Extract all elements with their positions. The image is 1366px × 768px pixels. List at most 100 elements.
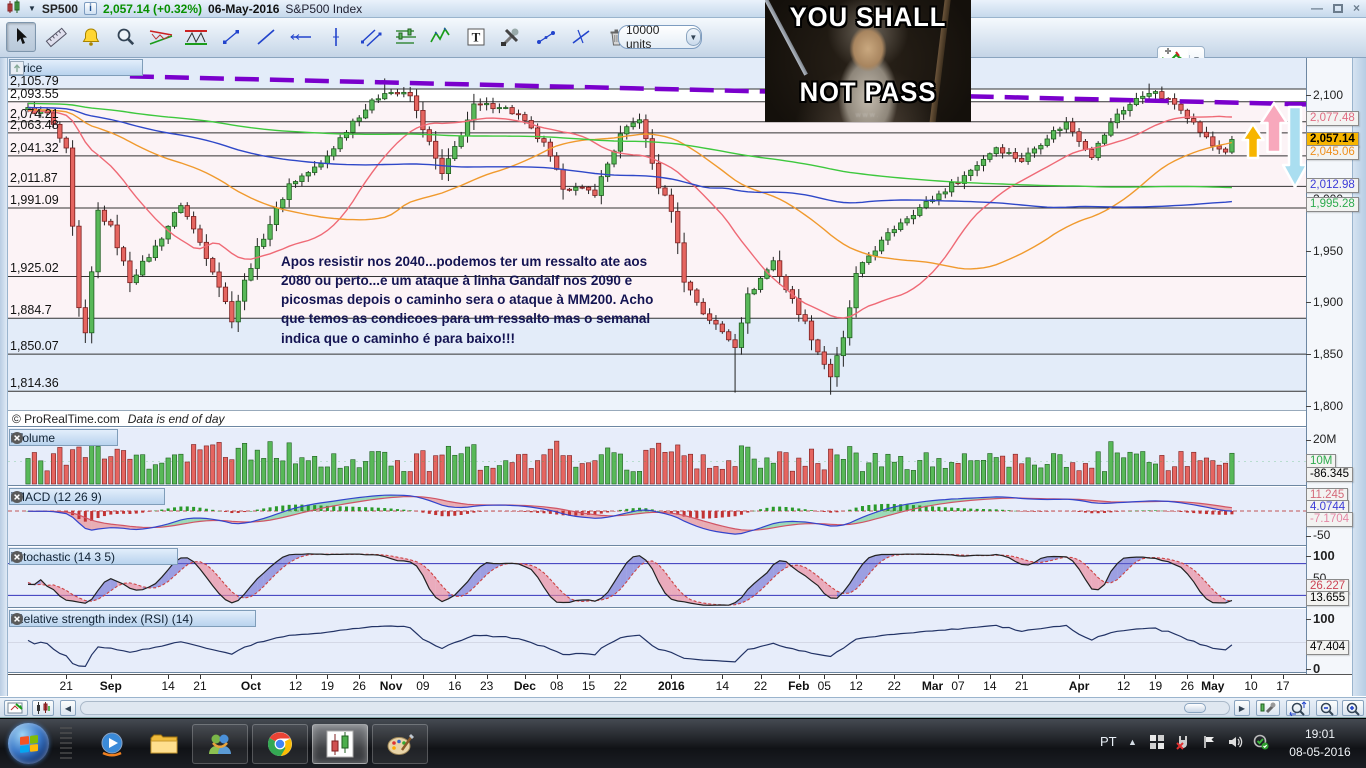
- zoom-out-icon[interactable]: [1316, 700, 1338, 716]
- macd-value-tag: -7.1704: [1306, 512, 1354, 527]
- instrument-candles-icon[interactable]: [6, 0, 22, 17]
- time-axis-label: 2016: [658, 679, 685, 693]
- time-axis-tick: [295, 675, 297, 679]
- taskbar-app-chrome[interactable]: [252, 724, 308, 764]
- zoom-in-icon[interactable]: [1342, 700, 1364, 716]
- axis-tick: [1306, 302, 1311, 304]
- stochastic-pane[interactable]: [8, 547, 1306, 608]
- time-axis-tick: [722, 675, 724, 679]
- minimize-button[interactable]: —: [1310, 1, 1323, 15]
- move-pane-up-icon[interactable]: [10, 60, 137, 75]
- segment-points-tool[interactable]: [531, 22, 561, 52]
- info-icon[interactable]: i: [83, 2, 97, 15]
- pattern-wedge-tool[interactable]: [146, 22, 176, 52]
- time-axis-label: 14: [983, 679, 997, 693]
- time-axis-label: 09: [416, 679, 430, 693]
- macd-pane[interactable]: [8, 487, 1306, 546]
- time-axis-label: Feb: [788, 679, 810, 693]
- close-icon[interactable]: [11, 489, 159, 504]
- detach-window-icon[interactable]: [11, 430, 93, 445]
- time-axis-tick: [1212, 675, 1214, 679]
- horizontal-segment-tool[interactable]: [286, 22, 316, 52]
- close-icon[interactable]: [11, 611, 250, 626]
- trend-line-tool[interactable]: [251, 22, 281, 52]
- zigzag-tool[interactable]: [426, 22, 456, 52]
- drawing-settings-tool[interactable]: [496, 22, 526, 52]
- time-axis-label: 14: [715, 679, 730, 693]
- taskbar-app-media-player[interactable]: [88, 724, 136, 764]
- price-axis-label: 2,100: [1313, 88, 1344, 102]
- taskbar-app-messenger[interactable]: [192, 724, 248, 764]
- wrench-icon[interactable]: [12, 489, 121, 504]
- cross-line-tool[interactable]: [566, 22, 596, 52]
- vertical-line-tool[interactable]: [321, 22, 351, 52]
- close-icon[interactable]: [11, 60, 99, 75]
- chevron-down-icon[interactable]: ▼: [685, 28, 701, 46]
- chart-settings-icon[interactable]: [1256, 700, 1280, 716]
- scrollbar-handle[interactable]: [1184, 703, 1206, 713]
- price-chart-canvas[interactable]: [0, 58, 1366, 410]
- fibonacci-levels-tool[interactable]: [391, 22, 421, 52]
- scroll-right-button[interactable]: ▶: [1234, 700, 1250, 716]
- volume-pane[interactable]: [8, 428, 1306, 486]
- wrench-icon[interactable]: [12, 611, 212, 626]
- cursor-tool[interactable]: [6, 22, 36, 52]
- wrench-icon[interactable]: [12, 430, 74, 445]
- macd-value-tag: 4.0744: [1306, 500, 1350, 515]
- restore-button[interactable]: [1332, 4, 1343, 13]
- parallel-lines-tool[interactable]: [356, 22, 386, 52]
- time-axis-label: Dec: [513, 679, 536, 693]
- tray-power-error-icon[interactable]: [1174, 732, 1192, 752]
- start-button[interactable]: [8, 723, 49, 764]
- zoom-tool[interactable]: [111, 22, 141, 52]
- instrument-dropdown-icon[interactable]: ▼: [28, 4, 36, 13]
- right-border-strip[interactable]: [1352, 58, 1366, 696]
- detach-window-icon[interactable]: [11, 549, 153, 564]
- chart-style-button[interactable]: [32, 700, 54, 716]
- time-scrollbar[interactable]: [80, 701, 1230, 715]
- units-selector[interactable]: 10000 units ▼: [618, 23, 702, 51]
- time-axis-tick: [66, 675, 68, 679]
- scroll-left-button[interactable]: ◀: [60, 700, 76, 716]
- price-axis-label: 1,800: [1313, 399, 1344, 414]
- copyright-label: © ProRealTime.com: [12, 411, 120, 426]
- show-hidden-icons-button[interactable]: ▲: [1128, 737, 1137, 747]
- detach-window-icon[interactable]: [11, 611, 231, 626]
- price-level-label: 1,925.02: [10, 261, 59, 276]
- time-axis-tick: [556, 675, 558, 679]
- chart-annotation-text[interactable]: Apos resistir nos 2040...podemos ter um …: [281, 254, 654, 346]
- price-level-label: 2,041.32: [10, 140, 59, 155]
- detach-window-icon[interactable]: [11, 489, 140, 504]
- language-indicator[interactable]: PT: [1100, 734, 1117, 749]
- stochastic-value-tag: 26.227: [1306, 579, 1350, 594]
- wrench-icon[interactable]: [12, 60, 61, 75]
- taskbar-app-prorealtime[interactable]: [312, 724, 368, 764]
- time-axis-label: Apr: [1068, 679, 1090, 693]
- detach-window-icon[interactable]: [11, 60, 80, 75]
- time-axis-tick: [958, 675, 960, 679]
- zoom-fit-icon[interactable]: [1286, 700, 1310, 716]
- taskbar-app-explorer[interactable]: [140, 724, 188, 764]
- pattern-double-top-tool[interactable]: [181, 22, 211, 52]
- tray-volume-icon[interactable]: [1226, 732, 1244, 752]
- point-segment-tool[interactable]: [216, 22, 246, 52]
- tray-windows-update-icon[interactable]: [1148, 732, 1166, 752]
- text-tool[interactable]: T: [461, 22, 491, 52]
- taskbar-app-paint[interactable]: [372, 724, 428, 764]
- tray-action-center-flag-icon[interactable]: [1200, 732, 1218, 752]
- gandalf-meme-image: YOU SHALL NOT PASS www.: [765, 0, 971, 122]
- close-button[interactable]: ×: [1352, 1, 1360, 15]
- move-pane-down-icon[interactable]: [10, 60, 118, 75]
- tray-sync-ok-icon[interactable]: [1252, 732, 1270, 752]
- rsi-pane-tab-label: Relative strength index (RSI) (14): [15, 611, 194, 626]
- ruler-tool[interactable]: [41, 22, 71, 52]
- time-axis-label: Nov: [379, 679, 403, 693]
- taskbar-clock[interactable]: 19:01 08-05-2016: [1280, 725, 1360, 761]
- time-axis-label: 21: [1015, 679, 1029, 693]
- alarm-bell-tool[interactable]: [76, 22, 106, 52]
- mm100-value-tag: 2,012.98: [1306, 178, 1359, 194]
- close-icon[interactable]: [11, 430, 112, 445]
- detach-chart-button[interactable]: [4, 700, 28, 716]
- wrench-icon[interactable]: [12, 549, 134, 564]
- close-icon[interactable]: [11, 549, 172, 564]
